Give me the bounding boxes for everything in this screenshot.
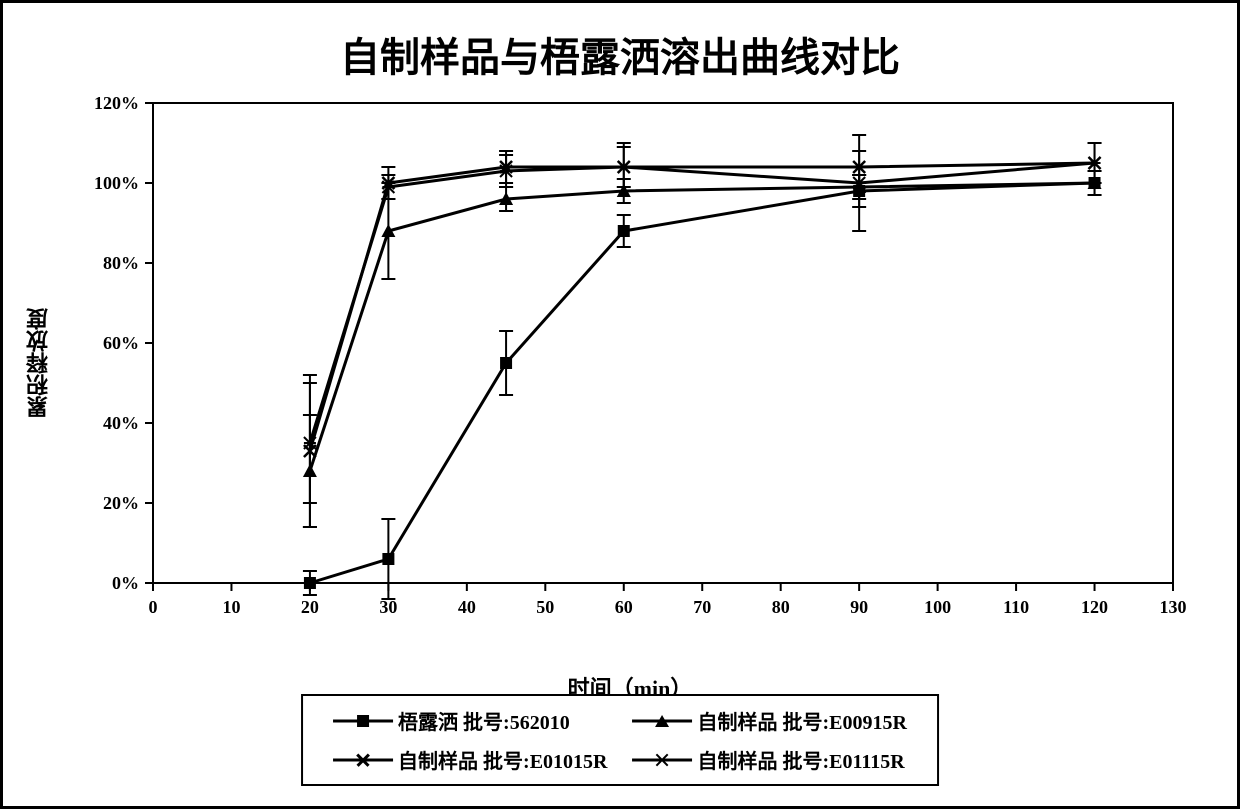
star-marker-icon xyxy=(633,753,693,767)
svg-text:0%: 0% xyxy=(112,573,139,593)
legend-label: 自制样品 批号:E01115R xyxy=(698,745,905,774)
svg-text:0: 0 xyxy=(149,597,158,617)
svg-text:40%: 40% xyxy=(103,413,139,433)
svg-text:80%: 80% xyxy=(103,253,139,273)
plot-area: 累积释放度 01020304050607080901001101201300%2… xyxy=(73,93,1187,633)
svg-text:80: 80 xyxy=(772,597,790,617)
svg-text:120: 120 xyxy=(1081,597,1108,617)
plot-svg: 01020304050607080901001101201300%20%40%6… xyxy=(73,93,1193,633)
svg-text:20: 20 xyxy=(301,597,319,617)
svg-text:50: 50 xyxy=(536,597,554,617)
svg-text:20%: 20% xyxy=(103,493,139,513)
chart-frame: 自制样品与梧露洒溶出曲线对比 累积释放度 0102030405060708090… xyxy=(0,0,1240,809)
legend-item-2: 自制样品 批号:E01015R xyxy=(333,745,607,774)
svg-text:110: 110 xyxy=(1003,597,1029,617)
x-marker-icon xyxy=(333,753,393,767)
legend-item-1: 自制样品 批号:E00915R xyxy=(633,706,907,735)
y-axis-title: 累积释放度 xyxy=(23,308,55,418)
svg-text:40: 40 xyxy=(458,597,476,617)
legend: 梧露洒 批号:562010 自制样品 批号:E00915R 自制样品 批号:E0… xyxy=(301,694,939,786)
svg-text:100: 100 xyxy=(924,597,951,617)
legend-item-3: 自制样品 批号:E01115R xyxy=(633,745,907,774)
legend-item-0: 梧露洒 批号:562010 xyxy=(333,706,607,735)
legend-label: 自制样品 批号:E00915R xyxy=(698,706,907,735)
svg-text:130: 130 xyxy=(1160,597,1187,617)
legend-label: 自制样品 批号:E01015R xyxy=(398,745,607,774)
svg-text:70: 70 xyxy=(693,597,711,617)
square-marker-icon xyxy=(333,714,393,728)
svg-text:60: 60 xyxy=(615,597,633,617)
svg-text:90: 90 xyxy=(850,597,868,617)
triangle-marker-icon xyxy=(633,714,693,728)
svg-text:60%: 60% xyxy=(103,333,139,353)
svg-text:120%: 120% xyxy=(94,93,139,113)
svg-text:10: 10 xyxy=(222,597,240,617)
legend-label: 梧露洒 批号:562010 xyxy=(398,706,570,735)
chart-title: 自制样品与梧露洒溶出曲线对比 xyxy=(3,25,1237,83)
svg-text:100%: 100% xyxy=(94,173,139,193)
